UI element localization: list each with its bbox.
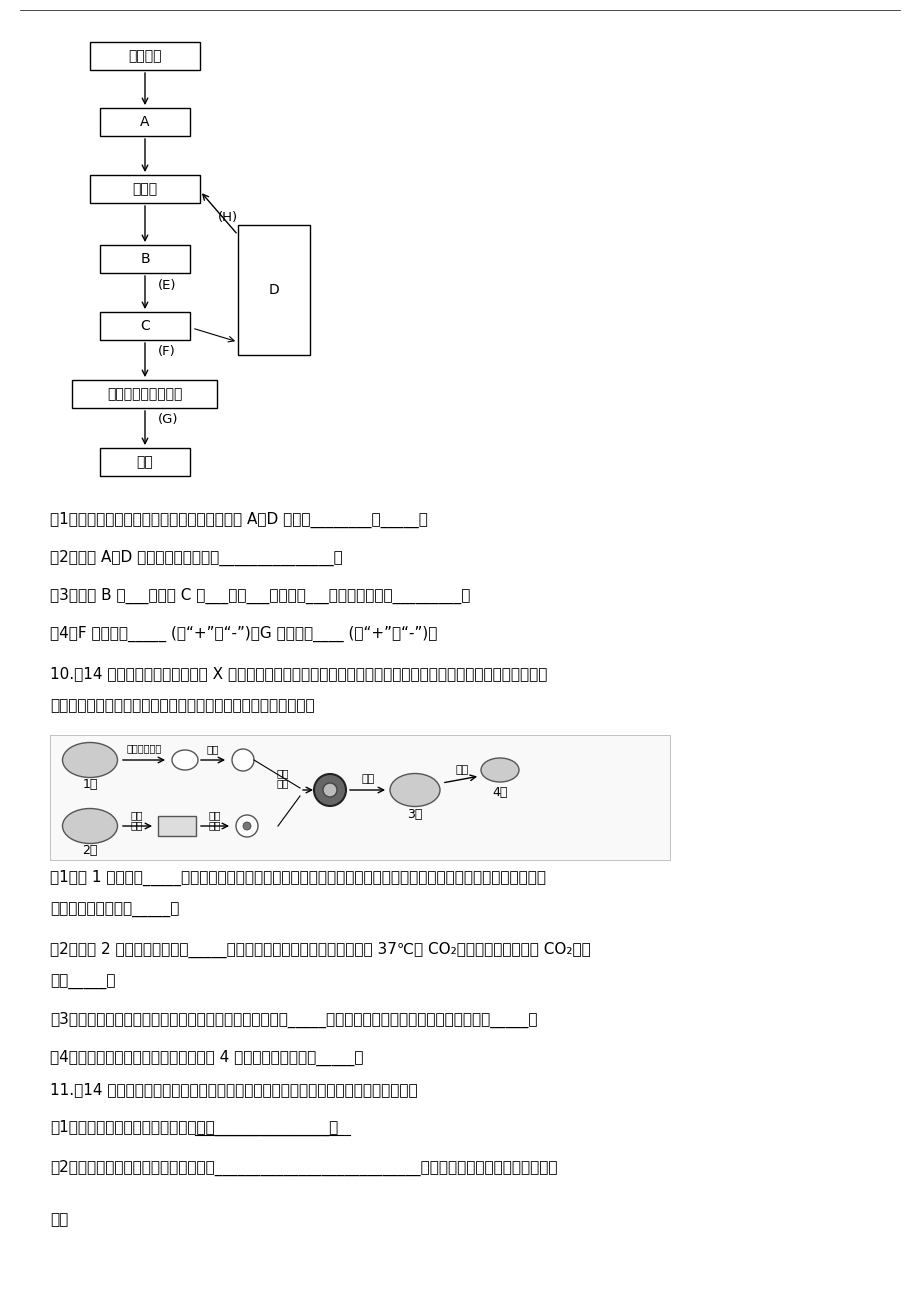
Ellipse shape [172,750,198,769]
Text: （1）对 1 号猪使用_____处理，使其超数排卵，选取卵母细胞用于核移植的原因除了它体积大，易操作，含有营养物: （1）对 1 号猪使用_____处理，使其超数排卵，选取卵母细胞用于核移植的原因… [50,870,545,887]
Text: 1号: 1号 [82,777,97,790]
Text: B: B [140,253,150,266]
Text: 感受器: 感受器 [132,182,157,197]
Text: 去核: 去核 [207,743,219,754]
Ellipse shape [481,758,518,783]
Bar [100,245,190,273]
Text: 硬。: 硬。 [50,1212,68,1228]
Text: 显微: 显微 [277,768,289,779]
Text: 3号: 3号 [407,807,422,820]
Bar [100,448,190,477]
Bar [158,816,196,836]
Circle shape [236,815,257,837]
Ellipse shape [390,773,439,806]
Circle shape [232,749,254,771]
Text: 生产基因工程疫苗。如图为基因编辑培育流程，请回答下列问题：: 生产基因工程疫苗。如图为基因编辑培育流程，请回答下列问题： [50,698,314,713]
Text: A: A [140,115,150,129]
Text: (E): (E) [158,279,176,292]
Text: 用是_____。: 用是_____。 [50,974,116,990]
Text: C: C [140,319,150,333]
Text: (H): (H) [218,211,238,224]
Text: 11.！14 分）腐乳是我国民间传统发酵食品，营养丰富，味道鲜美。请回答有关问题：: 11.！14 分）腐乳是我国民间传统发酵食品，营养丰富，味道鲜美。请回答有关问题… [50,1082,417,1098]
Text: 10.（14 分）利用基因编辑技术将 X 病毒外壳蛋白基因导入猪细胞中，然后通过核移植技术培育基因编辑猪，可用于: 10.（14 分）利用基因编辑技术将 X 病毒外壳蛋白基因导入猪细胞中，然后通过… [50,667,547,681]
Text: 产仔: 产仔 [455,766,468,775]
Bar [90,174,199,203]
Circle shape [323,783,336,797]
Text: （2）在腐乳制作中，加盐有调味作用、___________________________、析出豆腐中的水分，使豆腐块变: （2）在腐乳制作中，加盐有调味作用、______________________… [50,1160,557,1176]
Text: （1）腐乳制作中，起主要作用的生物是_______________。: （1）腐乳制作中，起主要作用的生物是_______________。 [50,1120,338,1137]
Text: 基因: 基因 [209,810,221,820]
Bar [100,108,190,135]
Text: 肾小管、集合管重吸: 肾小管、集合管重吸 [107,387,182,401]
Bar [72,380,217,408]
Text: 2号: 2号 [82,844,97,857]
Text: 移植: 移植 [361,773,374,784]
Text: 质丰富外，还因为它_____。: 质丰富外，还因为它_____。 [50,902,179,918]
Text: 饮水过多: 饮水过多 [128,49,162,62]
Text: （2）感受 A、D 变化的感受器名称叫_______________。: （2）感受 A、D 变化的感受器名称叫_______________。 [50,549,343,566]
Bar [90,42,199,70]
Text: （4）F 的作用是_____ (填“+”或“-”)，G 的作用是____ (填“+”或“-”)。: （4）F 的作用是_____ (填“+”或“-”)，G 的作用是____ (填“… [50,626,437,642]
Text: （3）腺体 B 为___；激素 C 为___，由___产生，由___释放，其作用是_________。: （3）腺体 B 为___；激素 C 为___，由___产生，由___释放，其作用… [50,589,470,604]
Text: 尿量: 尿量 [137,454,153,469]
Ellipse shape [62,809,118,844]
Text: D: D [268,283,279,297]
Text: （1）饮水过多和调节后引起的内环境直接变化 A、D 分别是________、_____。: （1）饮水过多和调节后引起的内环境直接变化 A、D 分别是________、__… [50,512,427,529]
Text: 注射: 注射 [277,779,289,788]
Ellipse shape [62,742,118,777]
Text: 培养: 培养 [130,820,143,829]
Text: （2）采集 2 号猪的组织块，用_____处理获得分散的成纤维细胞，放置于 37℃的 CO₂培养笱中培养，其中 CO₂的作: （2）采集 2 号猪的组织块，用_____处理获得分散的成纤维细胞，放置于 37… [50,941,590,958]
Text: (F): (F) [158,345,176,358]
Circle shape [243,822,251,829]
Text: 收集卵母细胞: 收集卵母细胞 [126,743,162,753]
Circle shape [313,773,346,806]
Bar [50,736,669,861]
Text: 4号: 4号 [492,785,507,798]
Text: 分离: 分离 [130,810,143,820]
Text: （3）为获得更多基因编辑猪，可在胚胎移植前对胚胎进行_____，若操作对象是囊胚阶段的胚胎，要注意_____。: （3）为获得更多基因编辑猪，可在胚胎移植前对胚胎进行_____，若操作对象是囊胚… [50,1012,537,1029]
Text: （4）通过上述基因编辑技术，人类赋予 4 号猪新的遗传性状是_____。: （4）通过上述基因编辑技术，人类赋予 4 号猪新的遗传性状是_____。 [50,1049,363,1066]
Bar [238,225,310,355]
Bar [100,312,190,340]
Text: (G): (G) [158,414,178,427]
Text: 编辑: 编辑 [209,820,221,829]
